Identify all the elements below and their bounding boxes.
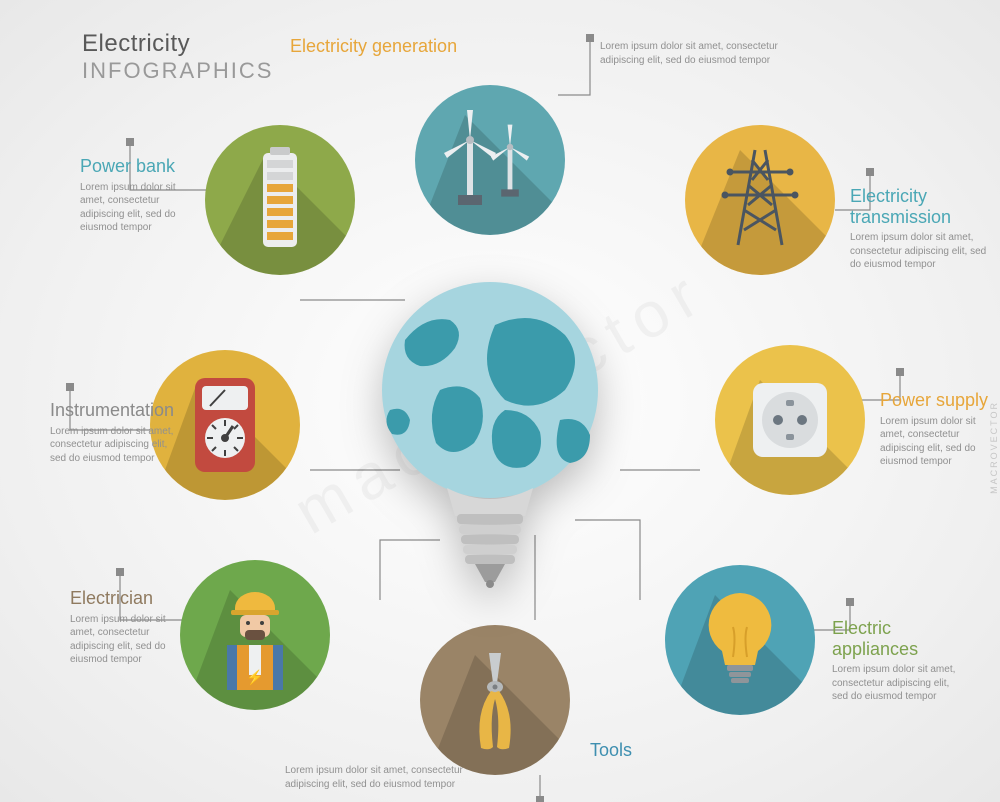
node-tools (420, 625, 570, 775)
text-tools: Tools (590, 740, 750, 761)
electrician-icon: ⚡ (180, 560, 330, 710)
text-generation: Electricity generation (290, 36, 460, 57)
title-main: Electricity (82, 30, 273, 58)
watermark-side: MACROVECTOR (989, 401, 999, 494)
title-sub: INFOGRAPHICS (82, 58, 273, 84)
pylon-icon (685, 125, 835, 275)
node-electrician: ⚡ (180, 560, 330, 710)
socket-icon (715, 345, 865, 495)
desc-tools: Lorem ipsum dolor sit amet, consectetur … (285, 760, 485, 791)
node-supply (715, 345, 865, 495)
label-instrument: Instrumentation (50, 400, 180, 421)
title-block: Electricity INFOGRAPHICS (82, 30, 273, 84)
pliers-icon (420, 625, 570, 775)
label-transmission: Electricity transmission (850, 186, 990, 227)
node-appliances (665, 565, 815, 715)
node-powerbank (205, 125, 355, 275)
desc-generation: Lorem ipsum dolor sit amet, consectetur … (600, 36, 800, 67)
label-powerbank: Power bank (80, 156, 200, 177)
bulb-icon (665, 565, 815, 715)
text-transmission: Electricity transmission Lorem ipsum dol… (850, 186, 990, 272)
label-generation: Electricity generation (290, 36, 460, 57)
label-appliances: Electric appliances (832, 618, 962, 659)
battery-icon (205, 125, 355, 275)
label-electrician: Electrician (70, 588, 190, 609)
node-transmission (685, 125, 835, 275)
svg-text:⚡: ⚡ (246, 669, 263, 686)
wind-turbines-icon (415, 85, 565, 235)
text-supply: Power supply Lorem ipsum dolor sit amet,… (880, 390, 990, 469)
label-tools: Tools (590, 740, 750, 761)
center-bulb (335, 270, 645, 605)
text-instrument: Instrumentation Lorem ipsum dolor sit am… (50, 400, 180, 465)
node-generation (415, 85, 565, 235)
text-powerbank: Power bank Lorem ipsum dolor sit amet, c… (80, 156, 200, 235)
label-supply: Power supply (880, 390, 990, 411)
text-appliances: Electric appliances Lorem ipsum dolor si… (832, 618, 962, 704)
globe-bulb-icon (335, 270, 645, 600)
text-electrician: Electrician Lorem ipsum dolor sit amet, … (70, 588, 190, 667)
